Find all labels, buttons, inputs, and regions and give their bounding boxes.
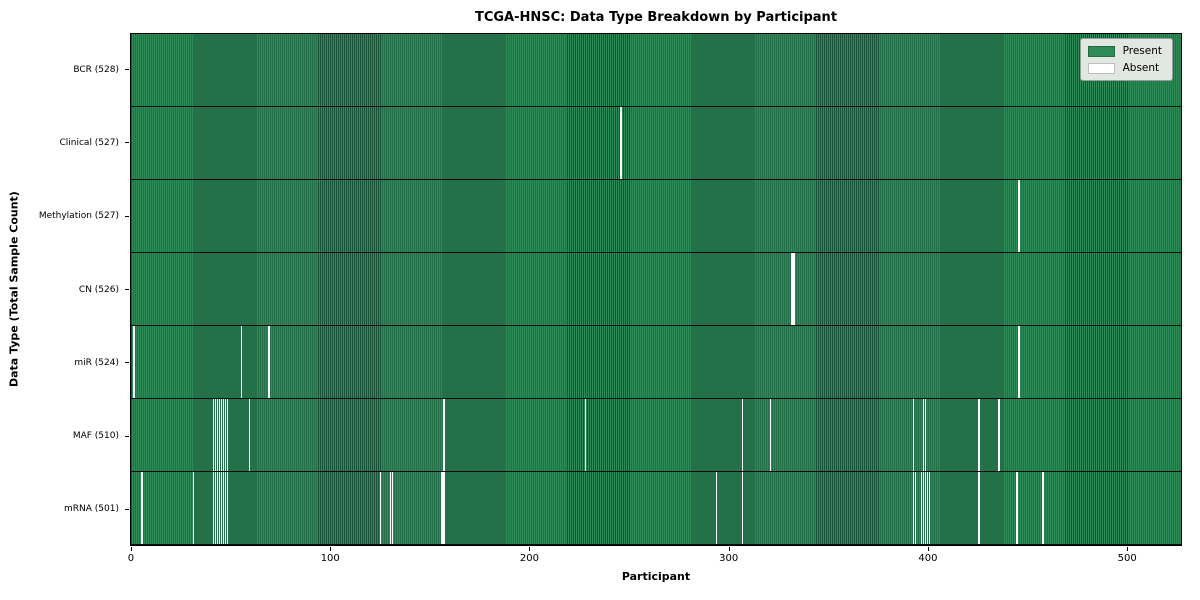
absent-stripe bbox=[998, 399, 1000, 471]
y-tick-mark bbox=[125, 362, 129, 364]
absent-stripe bbox=[226, 399, 229, 471]
absent-stripe bbox=[924, 399, 927, 471]
absent-stripe bbox=[226, 472, 229, 544]
absent-stripe bbox=[379, 472, 382, 544]
heatmap-row-cn bbox=[131, 253, 1181, 326]
x-tick-label: 400 bbox=[918, 553, 938, 564]
absent-stripe bbox=[926, 472, 929, 544]
x-axis-label: Participant bbox=[621, 570, 691, 583]
heatmap-row-mir bbox=[131, 326, 1181, 399]
absent-stripe bbox=[912, 399, 915, 471]
x-tick-mark bbox=[1127, 547, 1129, 551]
plot-area: Present Absent bbox=[130, 33, 1182, 546]
absent-stripe bbox=[922, 472, 925, 544]
x-tick-mark bbox=[529, 547, 531, 551]
y-tick-mark bbox=[125, 289, 129, 290]
y-tick-mark bbox=[125, 508, 129, 510]
y-tick-label: Clinical (527) bbox=[59, 137, 119, 148]
absent-stripe bbox=[1018, 326, 1020, 398]
heatmap-row-bcr bbox=[131, 34, 1181, 107]
x-tick-label: 100 bbox=[320, 553, 340, 564]
legend: Present Absent bbox=[1079, 38, 1173, 81]
chart-title: TCGA-HNSC: Data Type Breakdown by Partic… bbox=[474, 10, 838, 25]
y-tick-label: Methylation (527) bbox=[38, 211, 119, 222]
absent-stripe bbox=[389, 472, 392, 544]
x-tick-mark bbox=[728, 547, 730, 551]
heatmap-row-methylation bbox=[131, 180, 1181, 253]
x-tick-label: 500 bbox=[1117, 553, 1137, 564]
y-tick-mark bbox=[125, 435, 129, 437]
absent-stripe bbox=[741, 399, 744, 471]
y-tick-label: BCR (528) bbox=[73, 64, 119, 75]
y-tick-label: miR (524) bbox=[74, 357, 119, 368]
legend-item-present: Present bbox=[1087, 45, 1162, 57]
absent-stripe bbox=[914, 472, 917, 544]
y-tick-label: mRNA (501) bbox=[64, 504, 119, 515]
y-axis: BCR (528) Clinical (527) Methylation (527)… bbox=[0, 33, 130, 546]
absent-stripe bbox=[212, 472, 215, 544]
absent-stripe bbox=[1041, 472, 1044, 544]
heatmap-row-maf bbox=[131, 399, 1181, 472]
legend-absent-label: Absent bbox=[1122, 62, 1160, 74]
absent-stripe bbox=[441, 472, 444, 544]
absent-stripe bbox=[214, 399, 217, 471]
absent-stripe bbox=[248, 399, 251, 471]
absent-stripe bbox=[922, 399, 925, 471]
absent-stripe bbox=[218, 472, 221, 544]
x-tick-label: 300 bbox=[719, 553, 739, 564]
legend-present-label: Present bbox=[1122, 45, 1162, 57]
x-tick-mark bbox=[130, 547, 132, 551]
absent-stripe bbox=[1016, 472, 1018, 544]
absent-stripe bbox=[216, 472, 219, 544]
legend-item-absent: Absent bbox=[1087, 62, 1162, 74]
x-tick-label: 0 bbox=[127, 553, 135, 564]
absent-stripe bbox=[620, 107, 622, 179]
absent-stripe bbox=[912, 472, 915, 544]
absent-stripe bbox=[216, 399, 219, 471]
absent-stripe bbox=[133, 326, 135, 398]
absent-stripe bbox=[141, 472, 143, 544]
absent-stripe bbox=[224, 472, 227, 544]
absent-stripe bbox=[212, 399, 215, 471]
absent-stripe bbox=[793, 253, 795, 325]
absent-stripe bbox=[391, 472, 394, 544]
x-tick-mark bbox=[330, 547, 332, 551]
absent-stripe bbox=[924, 472, 927, 544]
absent-stripe bbox=[222, 399, 225, 471]
absent-stripe bbox=[443, 472, 445, 544]
y-tick-mark bbox=[125, 215, 129, 217]
absent-stripe bbox=[192, 472, 195, 544]
absent-stripe bbox=[220, 399, 223, 471]
absent-stripe bbox=[978, 472, 980, 544]
heatmap-row-mrna bbox=[131, 472, 1181, 545]
y-tick-mark bbox=[125, 69, 129, 71]
absent-stripe bbox=[791, 253, 794, 325]
absent-stripe bbox=[268, 326, 270, 398]
absent-stripe bbox=[443, 399, 445, 471]
heatmap-row-clinical bbox=[131, 107, 1181, 180]
absent-stripe bbox=[920, 472, 923, 544]
x-tick-mark bbox=[927, 547, 929, 551]
absent-stripe bbox=[222, 472, 225, 544]
absent-stripe bbox=[214, 472, 217, 544]
absent-stripe bbox=[978, 399, 980, 471]
absent-stripe bbox=[220, 472, 223, 544]
y-tick-label: MAF (510) bbox=[72, 431, 119, 442]
absent-swatch bbox=[1087, 62, 1115, 74]
absent-stripe bbox=[1018, 180, 1020, 252]
absent-stripe bbox=[741, 472, 744, 544]
absent-stripe bbox=[240, 326, 243, 398]
absent-stripe bbox=[218, 399, 221, 471]
absent-stripe bbox=[584, 399, 587, 471]
y-tick-mark bbox=[125, 142, 129, 144]
absent-stripe bbox=[715, 472, 718, 544]
present-swatch bbox=[1087, 45, 1115, 57]
absent-stripe bbox=[928, 472, 931, 544]
x-axis: 0 100 200 300 400 500 bbox=[127, 547, 1182, 573]
absent-stripe bbox=[769, 399, 772, 471]
y-tick-label: CN (526) bbox=[78, 284, 119, 295]
absent-stripe bbox=[224, 399, 227, 471]
x-tick-label: 200 bbox=[519, 553, 540, 564]
